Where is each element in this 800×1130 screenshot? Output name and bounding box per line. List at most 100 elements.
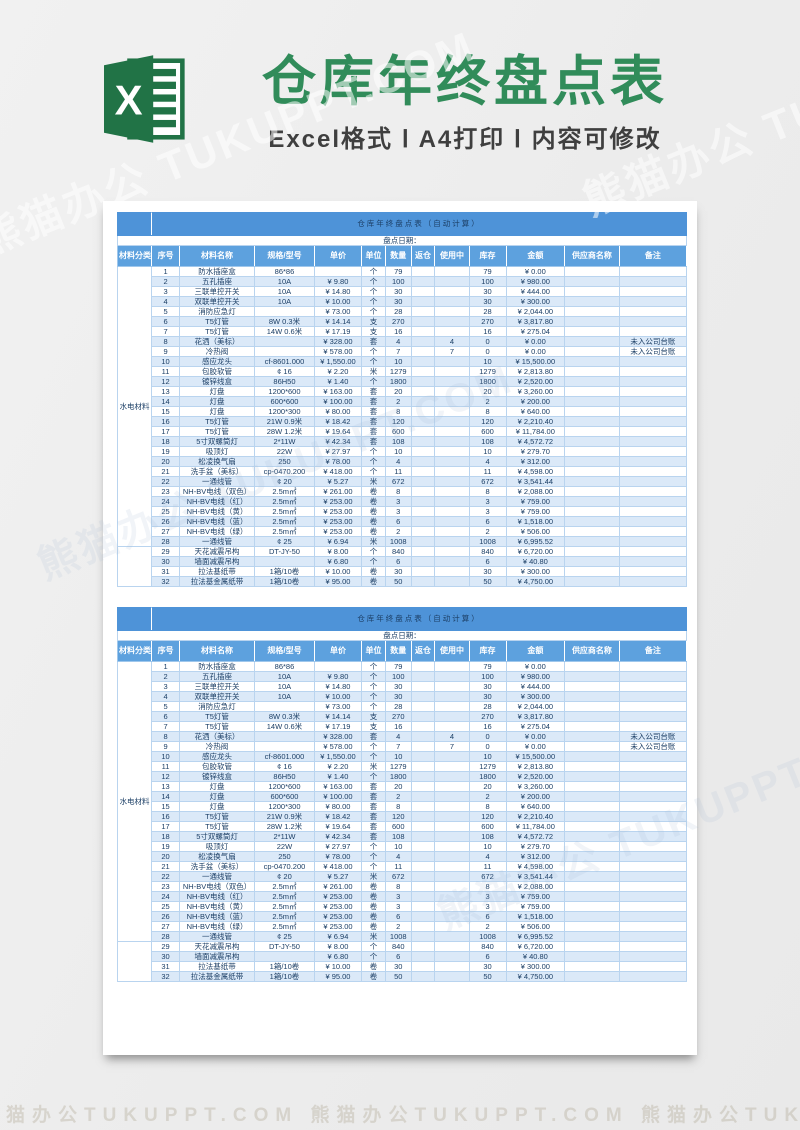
- supplier-name: [564, 851, 620, 862]
- remark: [618, 681, 688, 692]
- unit-price: ¥ 14.80: [313, 286, 363, 297]
- unit-price: ¥ 18.42: [313, 811, 363, 822]
- spec-model: 10A: [254, 671, 315, 682]
- remark: [618, 781, 688, 792]
- in-use: [434, 386, 470, 397]
- remark: [618, 496, 688, 507]
- in-use: [434, 791, 470, 802]
- remark: [618, 751, 688, 762]
- supplier-name: [564, 841, 620, 852]
- table-row: 22 一通线管 ¢ 20 ¥ 5.27 米 672 672 ¥ 3,541.44: [118, 476, 688, 487]
- stock: 0: [468, 731, 507, 742]
- stock: 108: [468, 831, 507, 842]
- supplier-name: [564, 426, 620, 437]
- stock: 3: [468, 496, 507, 507]
- unit: 支: [361, 316, 386, 327]
- material-name: T5灯管: [178, 416, 256, 427]
- unit-price: ¥ 100.00: [313, 396, 363, 407]
- supplier-name: [564, 476, 620, 487]
- unit: 套: [361, 436, 386, 447]
- row-no: 30: [151, 556, 180, 567]
- unit: 套: [361, 791, 386, 802]
- material-name: NH-BV电线（红）: [178, 496, 256, 507]
- in-use: [434, 426, 470, 437]
- material-name: 一通线管: [178, 476, 256, 487]
- in-use: [434, 316, 470, 327]
- supplier-name: [564, 356, 620, 367]
- material-name: NH-BV电线（黄）: [178, 506, 256, 517]
- row-no: 1: [151, 661, 180, 672]
- quantity: 6: [384, 911, 412, 922]
- amount: ¥ 0.00: [505, 266, 566, 277]
- quantity: 1279: [384, 761, 412, 772]
- amount: ¥ 444.00: [505, 286, 566, 297]
- unit: 个: [361, 446, 386, 457]
- spec-model: 22W: [254, 446, 315, 457]
- table-row: 5 消防应急灯 ¥ 73.00 个 28 28 ¥ 2,044.00: [118, 701, 688, 712]
- quantity: 3: [384, 901, 412, 912]
- table-row: 3 三联单控开关 10A ¥ 14.80 个 30 30 ¥ 444.00: [118, 681, 688, 692]
- inventory-table-1: 仓库年终盘点表（自动计算） 盘点日期： 材料分类 序号 材料名称 规格/型号 单价 单位 数量返…: [116, 201, 697, 587]
- row-no: 13: [151, 386, 180, 397]
- unit: 个: [361, 546, 386, 557]
- remark: [618, 296, 688, 307]
- stock: 672: [468, 871, 507, 882]
- in-use: [434, 681, 470, 692]
- amount: ¥ 275.04: [505, 326, 566, 337]
- returned: [410, 671, 436, 682]
- supplier-name: [564, 791, 620, 802]
- unit: 支: [361, 326, 386, 337]
- amount: ¥ 2,044.00: [505, 306, 566, 317]
- in-use: 4: [434, 336, 470, 347]
- stock: 6: [468, 556, 507, 567]
- amount: ¥ 2,210.40: [505, 811, 566, 822]
- amount: ¥ 3,541.44: [505, 476, 566, 487]
- table-row: 5 消防应急灯 ¥ 73.00 个 28 28 ¥ 2,044.00: [118, 306, 688, 317]
- material-name: 灯盘: [178, 781, 256, 792]
- unit-price: ¥ 18.42: [313, 416, 363, 427]
- quantity: 840: [384, 941, 412, 952]
- returned: [410, 711, 436, 722]
- unit-price: ¥ 10.00: [313, 691, 363, 702]
- table-row: 8 花洒（美标） ¥ 328.00 套 4 4 0 ¥ 0.00 未入公司台账: [118, 336, 688, 347]
- stock: 50: [468, 576, 507, 587]
- table-row: 20 松凌换气扇 250 ¥ 78.00 个 4 4 ¥ 312.00: [118, 456, 688, 467]
- remark: [618, 566, 688, 577]
- watermark: 熊猫办公TUKUPPT.COM 熊猫办公TUKUPPT.COM 熊猫办公TUKU…: [0, 1105, 800, 1126]
- supplier-name: [564, 306, 620, 317]
- returned: [410, 721, 436, 732]
- unit-price: ¥ 10.00: [313, 296, 363, 307]
- amount: ¥ 4,598.00: [505, 861, 566, 872]
- returned: [410, 871, 436, 882]
- amount: ¥ 15,500.00: [505, 356, 566, 367]
- spec-model: 2.5m㎡: [254, 921, 315, 932]
- amount: ¥ 759.00: [505, 496, 566, 507]
- table-row: 13 灯盘 1200*600 ¥ 163.00 套 20 20 ¥ 3,260.00: [118, 781, 688, 792]
- supplier-name: [564, 771, 620, 782]
- table-row: 水电材料 1 防水插座盒 86*86 个 79 79 ¥ 0.00: [116, 661, 688, 942]
- in-use: [434, 326, 470, 337]
- row-no: 18: [151, 831, 180, 842]
- material-name: 松凌换气扇: [178, 851, 256, 862]
- unit: 卷: [361, 881, 386, 892]
- stock: 28: [468, 306, 507, 317]
- stock: 1800: [468, 376, 507, 387]
- spec-model: ¢ 20: [254, 476, 315, 487]
- material-name: 拉法基金属纸带: [178, 576, 256, 587]
- unit: 个: [361, 296, 386, 307]
- in-use: [434, 516, 470, 527]
- column-header: 供应商名称: [564, 245, 620, 267]
- table-row: 13 灯盘 1200*600 ¥ 163.00 套 20 20 ¥ 3,260.00: [118, 386, 688, 397]
- row-no: 16: [151, 811, 180, 822]
- returned: [410, 701, 436, 712]
- supplier-name: [564, 911, 620, 922]
- supplier-name: [564, 661, 620, 672]
- banner-text: 仓库年终盘点表 Excel格式 Ⅰ A4打印 Ⅰ 内容可修改: [234, 52, 696, 154]
- column-header: 金额: [505, 245, 566, 267]
- unit: 套: [361, 801, 386, 812]
- stock: 6: [468, 951, 507, 962]
- row-no: 20: [151, 456, 180, 467]
- amount: ¥ 4,598.00: [505, 466, 566, 477]
- unit: 卷: [361, 526, 386, 537]
- amount: ¥ 980.00: [505, 276, 566, 287]
